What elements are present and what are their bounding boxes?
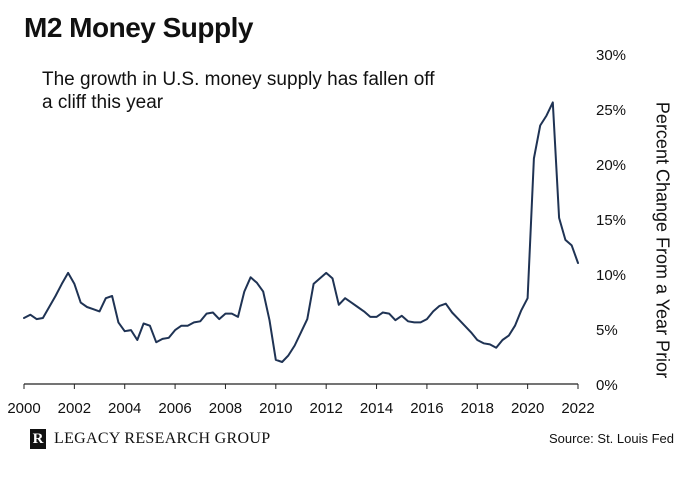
y-tick-label: 10% xyxy=(596,267,626,284)
brand-logo-icon: R xyxy=(30,429,46,449)
brand-logo: R LEGACY RESEARCH GROUP xyxy=(30,429,270,449)
y-tick-label: 0% xyxy=(596,377,618,394)
x-tick-label: 2002 xyxy=(58,400,91,417)
x-tick-label: 2018 xyxy=(461,400,494,417)
y-tick-label: 15% xyxy=(596,212,626,229)
x-tick-label: 2000 xyxy=(7,400,40,417)
y-axis-label: Percent Change From a Year Prior xyxy=(652,101,673,379)
chart-title: M2 Money Supply xyxy=(24,12,253,43)
x-tick-label: 2006 xyxy=(158,400,191,417)
y-tick-label: 5% xyxy=(596,322,618,339)
chart-annotation: The growth in U.S. money supply has fall… xyxy=(42,69,435,113)
x-tick-label: 2020 xyxy=(511,400,544,417)
x-tick-label: 2004 xyxy=(108,400,141,417)
x-tick-label: 2022 xyxy=(561,400,594,417)
y-tick-label: 25% xyxy=(596,102,626,119)
y-tick-label: 30% xyxy=(596,47,626,64)
x-tick-label: 2010 xyxy=(259,400,292,417)
x-tick-label: 2008 xyxy=(209,400,242,417)
series-line xyxy=(23,101,579,363)
x-tick-label: 2012 xyxy=(309,400,342,417)
brand-name: LEGACY RESEARCH GROUP xyxy=(54,430,271,447)
y-tick-label: 20% xyxy=(596,157,626,174)
source-note: Source: St. Louis Fed xyxy=(548,431,674,446)
x-tick-label: 2016 xyxy=(410,400,443,417)
x-tick-label: 2014 xyxy=(360,400,393,417)
